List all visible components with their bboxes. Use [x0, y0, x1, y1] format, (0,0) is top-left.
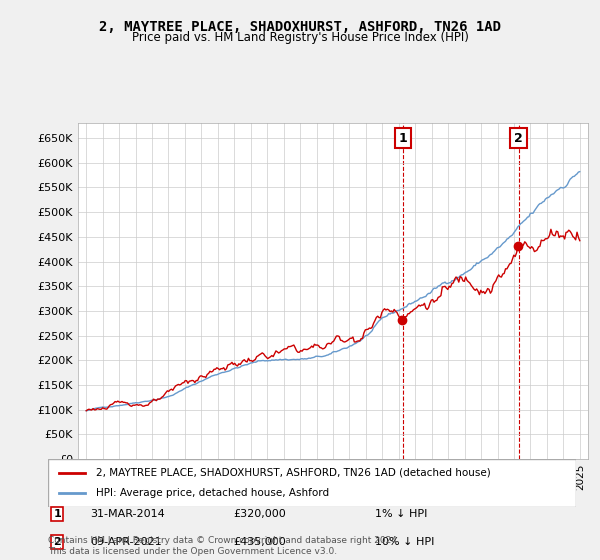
Text: Contains HM Land Registry data © Crown copyright and database right 2024.
This d: Contains HM Land Registry data © Crown c…	[48, 536, 400, 556]
Text: 09-APR-2021: 09-APR-2021	[90, 537, 162, 547]
Text: 10% ↓ HPI: 10% ↓ HPI	[376, 537, 435, 547]
Text: 1: 1	[53, 509, 61, 519]
Text: 31-MAR-2014: 31-MAR-2014	[90, 509, 165, 519]
Text: HPI: Average price, detached house, Ashford: HPI: Average price, detached house, Ashf…	[95, 488, 329, 498]
Text: 1: 1	[398, 132, 407, 144]
Text: £320,000: £320,000	[233, 509, 286, 519]
Text: 2: 2	[53, 537, 61, 547]
Text: 1% ↓ HPI: 1% ↓ HPI	[376, 509, 428, 519]
Text: Price paid vs. HM Land Registry's House Price Index (HPI): Price paid vs. HM Land Registry's House …	[131, 31, 469, 44]
Text: 2: 2	[514, 132, 523, 144]
FancyBboxPatch shape	[48, 459, 576, 507]
Text: 2, MAYTREE PLACE, SHADOXHURST, ASHFORD, TN26 1AD: 2, MAYTREE PLACE, SHADOXHURST, ASHFORD, …	[99, 20, 501, 34]
Text: 2, MAYTREE PLACE, SHADOXHURST, ASHFORD, TN26 1AD (detached house): 2, MAYTREE PLACE, SHADOXHURST, ASHFORD, …	[95, 468, 490, 478]
Text: £435,000: £435,000	[233, 537, 286, 547]
